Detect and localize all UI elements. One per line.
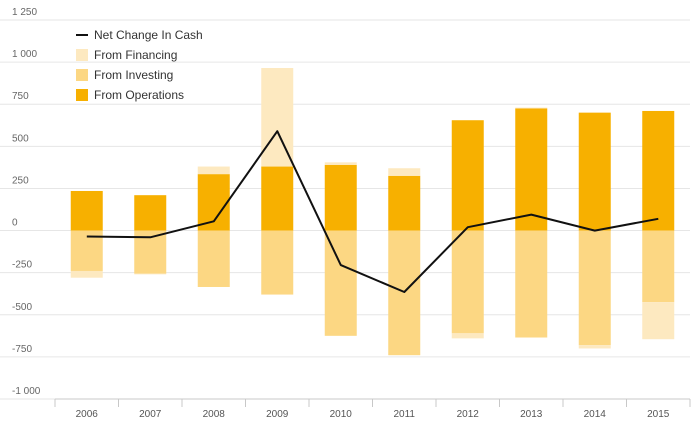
bar-from-operations bbox=[388, 175, 421, 231]
x-tick-label: 2006 bbox=[76, 409, 99, 420]
bar-from-operations bbox=[515, 108, 548, 231]
x-tick-label: 2012 bbox=[457, 409, 480, 420]
bar-from-investing bbox=[324, 230, 357, 336]
x-tick-label: 2009 bbox=[266, 409, 289, 420]
legend-label-net-change-in-cash: Net Change In Cash bbox=[94, 28, 203, 42]
legend-swatch-from-investing bbox=[76, 69, 88, 81]
y-tick-label: -250 bbox=[12, 260, 32, 271]
y-tick-label: -750 bbox=[12, 344, 32, 355]
y-tick-label: 1 000 bbox=[12, 49, 37, 60]
legend-label-from-financing: From Financing bbox=[94, 48, 177, 62]
bar-from-investing bbox=[515, 230, 548, 338]
bar-from-financing bbox=[642, 302, 675, 340]
bar-from-financing bbox=[451, 333, 484, 339]
y-tick-label: 250 bbox=[12, 175, 29, 186]
x-tick-label: 2013 bbox=[520, 409, 543, 420]
bar-from-operations bbox=[70, 190, 103, 231]
x-tick-label: 2010 bbox=[330, 409, 353, 420]
bars bbox=[70, 68, 675, 356]
legend-label-from-operations: From Operations bbox=[94, 88, 184, 102]
y-tick-label: 500 bbox=[12, 133, 29, 144]
bar-from-financing bbox=[324, 162, 357, 165]
y-tick-label: 0 bbox=[12, 218, 18, 229]
legend-swatch-from-financing bbox=[76, 49, 88, 61]
bar-from-operations bbox=[578, 112, 611, 231]
x-tick-label: 2015 bbox=[647, 409, 670, 420]
y-tick-label: -1 000 bbox=[12, 386, 41, 397]
bar-from-operations bbox=[451, 120, 484, 231]
y-tick-label: -500 bbox=[12, 302, 32, 313]
bar-from-operations bbox=[134, 195, 167, 231]
bar-from-financing bbox=[515, 107, 548, 109]
legend: Net Change In Cash From Financing From Inv… bbox=[76, 28, 203, 102]
bar-from-operations bbox=[261, 166, 294, 231]
x-tick-label: 2014 bbox=[584, 409, 607, 420]
bar-from-operations bbox=[324, 164, 357, 231]
x-tick-label: 2007 bbox=[139, 409, 162, 420]
bar-from-investing bbox=[578, 230, 611, 346]
bar-from-financing bbox=[578, 345, 611, 349]
bar-from-financing bbox=[261, 68, 294, 167]
net-change-line-layer bbox=[86, 130, 659, 293]
bar-from-investing bbox=[451, 230, 484, 334]
legend-label-from-investing: From Investing bbox=[94, 68, 173, 82]
bar-from-financing bbox=[134, 273, 167, 275]
bar-from-financing bbox=[197, 166, 230, 175]
y-tick-label: 1 250 bbox=[12, 7, 37, 18]
net-change-line bbox=[86, 130, 659, 293]
bar-from-investing bbox=[642, 230, 675, 303]
x-axis: 2006 2007 2008 2009 2010 2011 2012 2013 2014 2015 bbox=[54, 398, 691, 420]
y-tick-label: 750 bbox=[12, 91, 29, 102]
bar-from-investing bbox=[261, 230, 294, 295]
bar-from-financing bbox=[388, 168, 421, 176]
y-axis: 1 250 1 000 750 500 250 0 -250 -500 -750 -1 000 bbox=[12, 7, 41, 397]
bar-from-operations bbox=[642, 110, 675, 231]
bar-from-financing bbox=[70, 270, 103, 278]
legend-swatch-from-operations bbox=[76, 89, 88, 101]
x-tick-label: 2008 bbox=[203, 409, 226, 420]
x-tick-label: 2011 bbox=[393, 409, 415, 420]
bar-from-investing bbox=[197, 230, 230, 287]
